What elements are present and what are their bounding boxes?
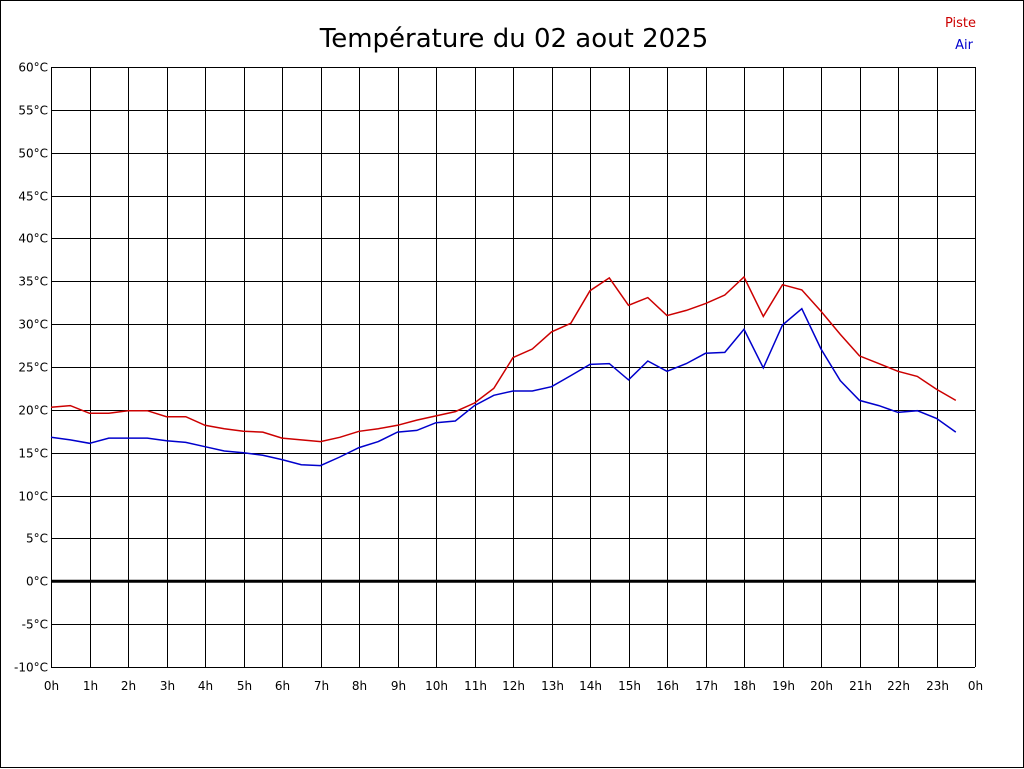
series-line-piste: [50, 275, 957, 443]
grid: [51, 67, 976, 668]
y-tick-label: 5°C: [26, 532, 48, 546]
y-tick-label: -10°C: [14, 661, 48, 675]
x-tick-label: 14h: [579, 679, 602, 693]
x-tick-label: 22h: [887, 679, 910, 693]
y-tick-label: 20°C: [18, 404, 48, 418]
axis-tick-labels: 0h 1h 2h 3h 4h 5h 6h 7h 8h 9h 10h 11h 12h 13h 14h 15h 16…: [14, 61, 983, 694]
x-tick-label: 10h: [425, 679, 448, 693]
y-tick-label: 30°C: [18, 318, 48, 332]
y-tick-label: 25°C: [18, 361, 48, 375]
chart-title: Température du 02 aout 2025: [319, 24, 709, 54]
y-tick-label: 35°C: [18, 275, 48, 289]
legend-entry-piste: Piste: [945, 16, 976, 31]
x-tick-label: 6h: [275, 679, 290, 693]
x-tick-label: 12h: [502, 679, 525, 693]
legend-entry-air: Air: [955, 38, 974, 53]
series-line-air: [50, 307, 957, 467]
x-tick-label: 23h: [926, 679, 949, 693]
y-tick-label: 50°C: [18, 147, 48, 161]
x-tick-label: 2h: [121, 679, 136, 693]
x-tick-label: 7h: [314, 679, 329, 693]
x-tick-label: 8h: [352, 679, 367, 693]
series-lines: [50, 275, 957, 467]
y-tick-label: 45°C: [18, 190, 48, 204]
x-tick-label: 18h: [733, 679, 756, 693]
y-tick-label: 55°C: [18, 104, 48, 118]
x-tick-label: 0h: [44, 679, 59, 693]
y-tick-label: 10°C: [18, 490, 48, 504]
x-tick-label: 5h: [237, 679, 252, 693]
x-tick-label: 16h: [656, 679, 679, 693]
x-tick-label: 4h: [198, 679, 213, 693]
x-tick-label: 13h: [541, 679, 564, 693]
y-tick-label: 60°C: [18, 61, 48, 75]
x-tick-label: 21h: [849, 679, 872, 693]
y-tick-label: 40°C: [18, 232, 48, 246]
y-tick-label: -5°C: [22, 618, 48, 632]
x-tick-label: 15h: [618, 679, 641, 693]
y-tick-label: 0°C: [26, 575, 48, 589]
x-tick-label: 3h: [160, 679, 175, 693]
x-tick-label: 19h: [772, 679, 795, 693]
x-tick-label: 20h: [810, 679, 833, 693]
x-tick-label: 17h: [695, 679, 718, 693]
x-tick-label: 11h: [464, 679, 487, 693]
x-tick-label: 9h: [391, 679, 406, 693]
y-tick-label: 15°C: [18, 447, 48, 461]
x-tick-label: 0h: [968, 679, 983, 693]
x-tick-label: 1h: [83, 679, 98, 693]
